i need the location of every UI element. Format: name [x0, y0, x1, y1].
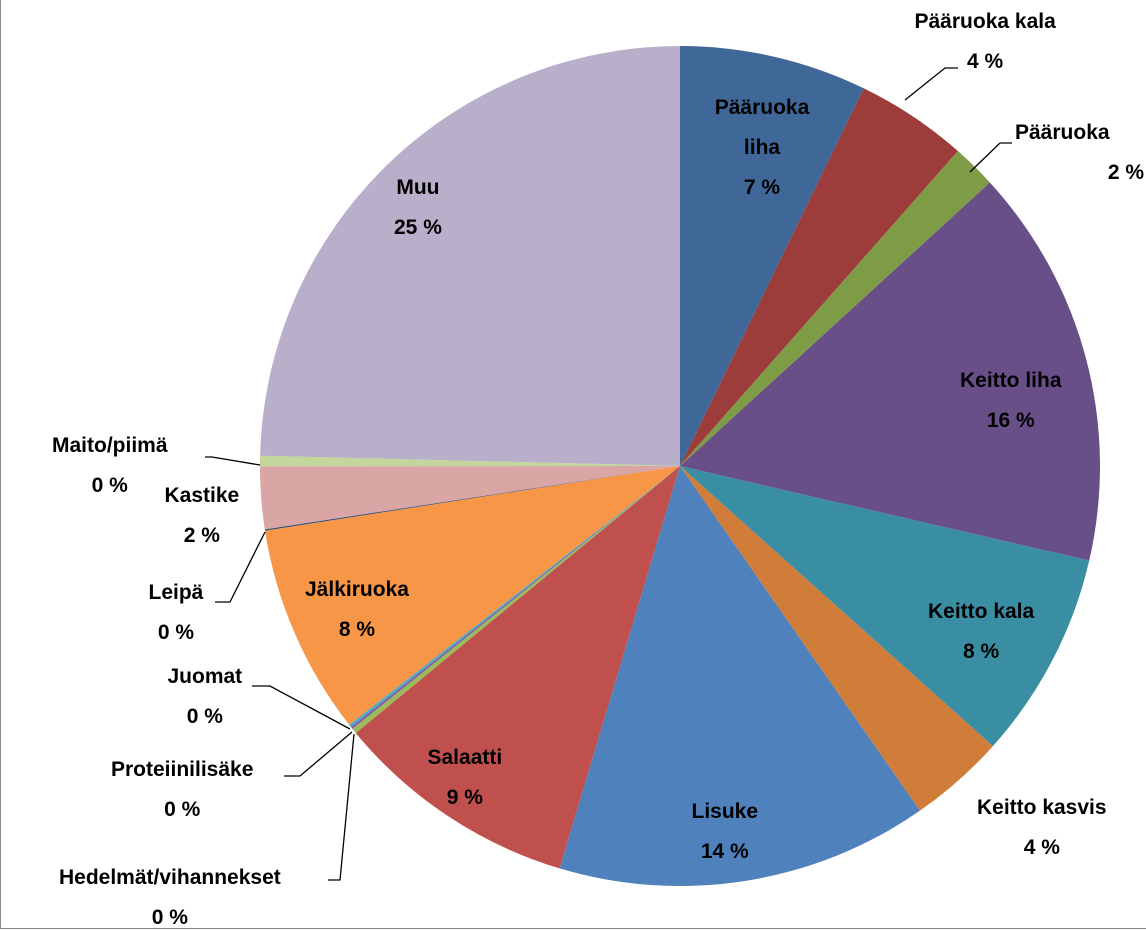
value-label: 2 % — [183, 524, 220, 547]
pie-slice — [680, 182, 1100, 561]
value-label: 0 % — [164, 798, 201, 821]
category-label: Hedelmät/vihannekset — [59, 866, 281, 889]
value-label: 0 % — [91, 474, 128, 497]
data-label: Lisuke 14 % — [692, 792, 759, 872]
pie-slice — [680, 466, 1090, 747]
category-label: Muu — [396, 176, 440, 199]
category-label: Pääruoka liha — [714, 96, 810, 159]
value-label: 2 % — [1107, 161, 1144, 184]
pie-slice — [680, 466, 993, 811]
pie-slice — [265, 466, 680, 725]
data-label: Proteiinilisäke 0 % — [111, 750, 253, 830]
data-label: Pääruoka kala 4 % — [915, 2, 1056, 82]
value-label: 7 % — [743, 176, 781, 199]
leader-line — [205, 456, 261, 466]
value-label: 0 % — [186, 705, 223, 728]
value-label: 8 % — [338, 618, 376, 641]
leader-line — [252, 685, 351, 730]
pie-slice — [260, 46, 680, 466]
category-label: Leipä — [148, 581, 204, 604]
category-label: Pääruoka — [1015, 121, 1110, 144]
data-label: Leipä 0 % — [149, 573, 204, 653]
value-label: 0 % — [157, 621, 195, 644]
data-label: Salaatti 9 % — [428, 738, 503, 818]
data-label: Maito/piimä 0 % — [52, 426, 168, 506]
category-label: Keitto kala — [928, 600, 1035, 623]
pie-slice — [355, 466, 680, 869]
pie-slice — [350, 466, 680, 729]
pie-slice — [680, 151, 990, 466]
pie-slice — [680, 46, 864, 466]
data-label: Keitto kasvis 4 % — [977, 788, 1107, 868]
pie-slice — [260, 455, 680, 467]
category-label: Keitto kasvis — [977, 796, 1107, 819]
data-label: Keitto kala 8 % — [928, 592, 1034, 672]
category-label: Keitto liha — [960, 369, 1062, 392]
category-label: Juomat — [167, 665, 243, 688]
leader-line — [904, 67, 958, 101]
data-label: Muu 25 % — [394, 168, 442, 248]
leader-line — [969, 142, 1012, 173]
data-label: Pääruoka liha 7 % — [697, 88, 827, 208]
value-label: 16 % — [986, 409, 1035, 432]
data-label: Pääruoka 2 % — [1015, 113, 1144, 193]
pie-slice — [264, 466, 680, 531]
data-label: Keitto liha 16 % — [960, 361, 1062, 441]
category-label: Lisuke — [691, 800, 759, 823]
category-label: Proteiinilisäke — [111, 758, 254, 781]
data-label: Juomat 0 % — [168, 657, 243, 737]
data-label: Jälkiruoka 8 % — [305, 570, 409, 650]
value-label: 9 % — [446, 786, 483, 809]
leader-line — [328, 733, 355, 881]
data-label: Kastike 2 % — [165, 476, 240, 556]
value-label: 8 % — [963, 640, 1000, 663]
category-label: Pääruoka kala — [914, 10, 1056, 33]
category-label: Maito/piimä — [52, 434, 168, 457]
leader-line — [215, 531, 266, 603]
category-label: Kastike — [164, 484, 240, 507]
pie-slice — [352, 466, 680, 734]
value-label: 4 % — [967, 50, 1004, 73]
category-label: Salaatti — [427, 746, 503, 769]
value-label: 4 % — [1023, 836, 1060, 859]
value-label: 0 % — [151, 906, 188, 929]
category-label: Jälkiruoka — [305, 578, 409, 601]
pie-slice — [559, 466, 920, 886]
value-label: 25 % — [394, 216, 442, 239]
pie-slice — [260, 466, 680, 530]
data-label: Hedelmät/vihannekset 0 % — [59, 858, 281, 930]
value-label: 14 % — [700, 840, 749, 863]
pie-slice — [680, 88, 958, 466]
leader-line — [284, 731, 353, 777]
pie-slice — [349, 466, 680, 727]
